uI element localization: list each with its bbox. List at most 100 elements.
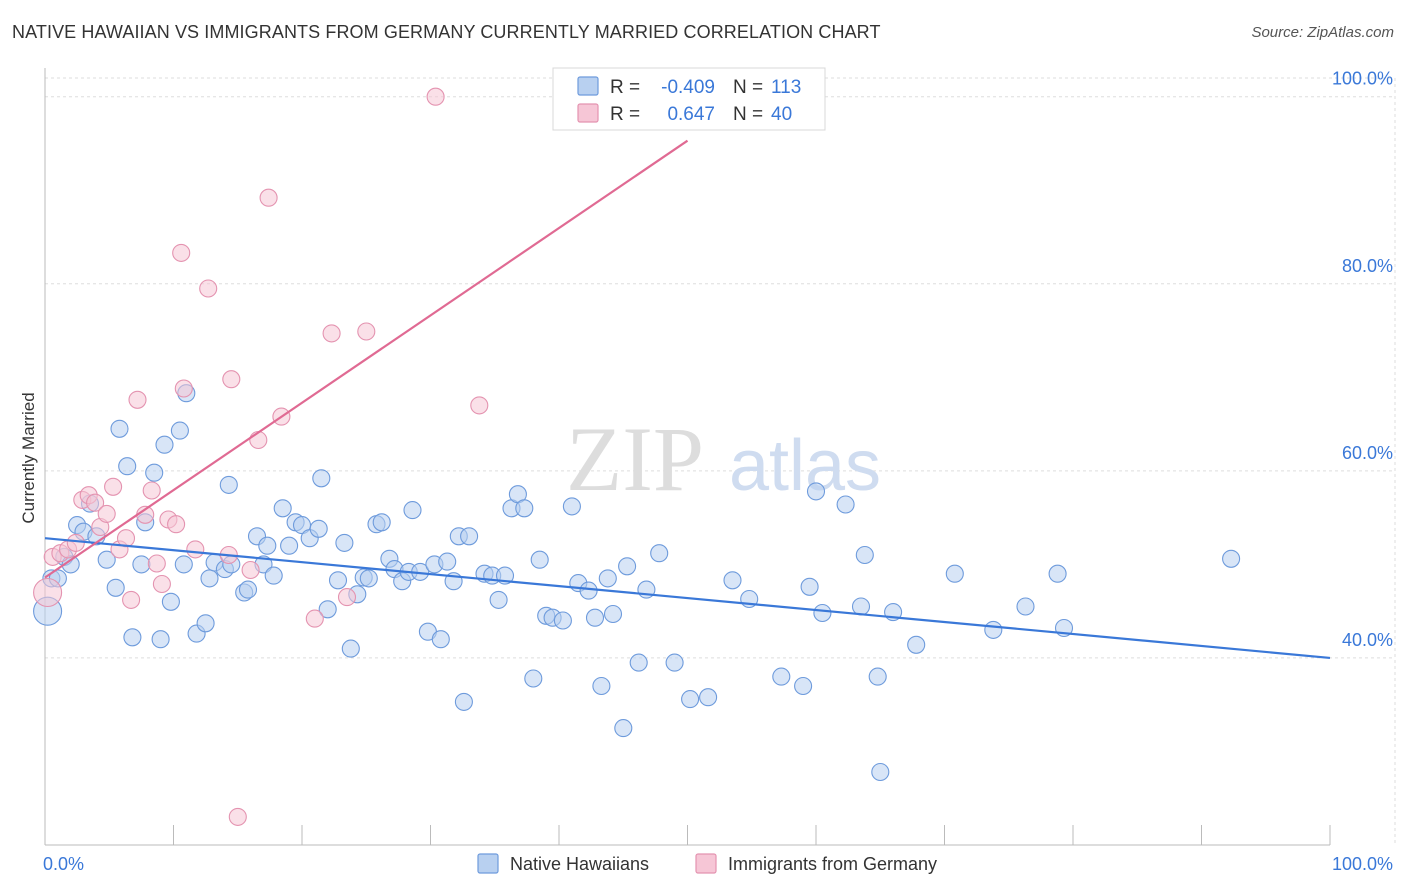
data-point <box>152 574 171 594</box>
data-point <box>618 557 637 576</box>
data-point <box>603 604 623 624</box>
data-point <box>273 499 292 518</box>
series-native-hawaiians <box>33 384 1241 782</box>
data-point <box>530 550 549 569</box>
watermark: ZIP atlas <box>566 408 881 510</box>
data-point <box>145 463 164 482</box>
stats-swatch-pink <box>577 103 599 123</box>
data-point <box>142 481 161 500</box>
grid-lines <box>45 77 1396 845</box>
data-point <box>147 554 166 573</box>
y-tick-label: 60.0% <box>1342 443 1393 463</box>
data-point <box>341 639 360 658</box>
data-point <box>33 577 63 608</box>
legend-swatch-native-hawaiians <box>477 853 499 874</box>
stats-swatch-blue <box>577 76 599 96</box>
data-point <box>132 555 151 574</box>
data-point <box>562 497 581 516</box>
stats-legend: R = -0.409 N = 113 R = 0.647 N = 40 <box>552 67 826 131</box>
data-point <box>772 667 791 686</box>
data-point <box>907 635 926 654</box>
stats-r-value: 0.647 <box>667 104 715 125</box>
data-point <box>122 590 141 609</box>
data-point <box>813 603 832 623</box>
data-point <box>280 536 299 555</box>
axes <box>44 68 1331 846</box>
data-point <box>984 620 1003 639</box>
data-point <box>86 493 105 512</box>
data-point <box>460 527 479 546</box>
data-point <box>161 592 180 611</box>
trend-line <box>44 537 1331 660</box>
data-point <box>629 653 648 672</box>
x-tick-labels: 0.0% 100.0% <box>43 854 1393 874</box>
data-point <box>328 571 348 590</box>
stats-r-value: -0.409 <box>661 77 715 98</box>
stats-r-label: R = <box>610 104 640 125</box>
data-point <box>585 608 605 627</box>
series-immigrants-from-germany <box>33 87 489 826</box>
data-point <box>372 513 391 532</box>
data-point <box>66 533 85 552</box>
data-point <box>650 544 669 563</box>
data-point <box>309 519 328 538</box>
data-point <box>335 533 354 552</box>
data-point <box>553 611 572 630</box>
trend-lines <box>44 139 1331 660</box>
data-point <box>800 577 819 596</box>
data-point <box>614 719 633 738</box>
data-point <box>723 571 742 590</box>
data-point <box>431 630 450 649</box>
data-point <box>241 560 260 580</box>
data-point <box>228 807 247 826</box>
data-point <box>199 279 218 298</box>
source-label: Source: ZipAtlas.com <box>1251 24 1394 41</box>
data-point <box>259 188 278 207</box>
legend-swatch-immigrants-from-germany <box>695 853 717 874</box>
bottom-legend: Native Hawaiians Immigrants from Germany <box>477 853 937 874</box>
data-point <box>238 580 258 599</box>
data-point <box>170 421 189 440</box>
data-point <box>454 692 473 711</box>
y-tick-label: 100.0% <box>1332 69 1393 89</box>
data-point <box>312 469 331 488</box>
data-point <box>945 564 964 583</box>
y-tick-label: 80.0% <box>1342 256 1393 276</box>
x-tick-label: 100.0% <box>1332 854 1393 874</box>
data-point <box>470 396 489 415</box>
data-point <box>155 435 174 454</box>
data-point <box>1048 564 1067 583</box>
stats-n-value: 40 <box>771 104 792 125</box>
data-point <box>794 676 813 696</box>
data-point <box>97 550 116 569</box>
data-point <box>337 588 357 607</box>
data-point <box>438 552 457 571</box>
data-point <box>524 669 543 688</box>
data-point <box>167 515 186 534</box>
data-point <box>318 600 337 619</box>
watermark-atlas: atlas <box>729 426 881 506</box>
data-point <box>249 430 268 450</box>
data-point <box>699 688 718 707</box>
data-point <box>219 475 238 494</box>
data-point <box>592 676 611 696</box>
data-point <box>868 667 887 686</box>
data-point <box>305 609 324 628</box>
data-point <box>118 457 137 476</box>
y-axis-label: Currently Married <box>19 392 38 523</box>
data-point <box>264 566 283 585</box>
stats-n-label: N = <box>733 77 763 98</box>
data-point <box>110 419 129 438</box>
stats-r-label: R = <box>610 77 640 98</box>
legend-label-immigrants-from-germany: Immigrants from Germany <box>728 854 937 874</box>
data-point <box>403 501 422 520</box>
data-point <box>186 540 205 559</box>
data-point <box>1016 597 1035 616</box>
data-point <box>322 324 341 343</box>
data-point <box>851 597 871 616</box>
watermark-zip: ZIP <box>566 408 704 510</box>
y-tick-label: 40.0% <box>1342 630 1393 650</box>
data-point <box>174 555 193 574</box>
data-point <box>196 614 215 633</box>
